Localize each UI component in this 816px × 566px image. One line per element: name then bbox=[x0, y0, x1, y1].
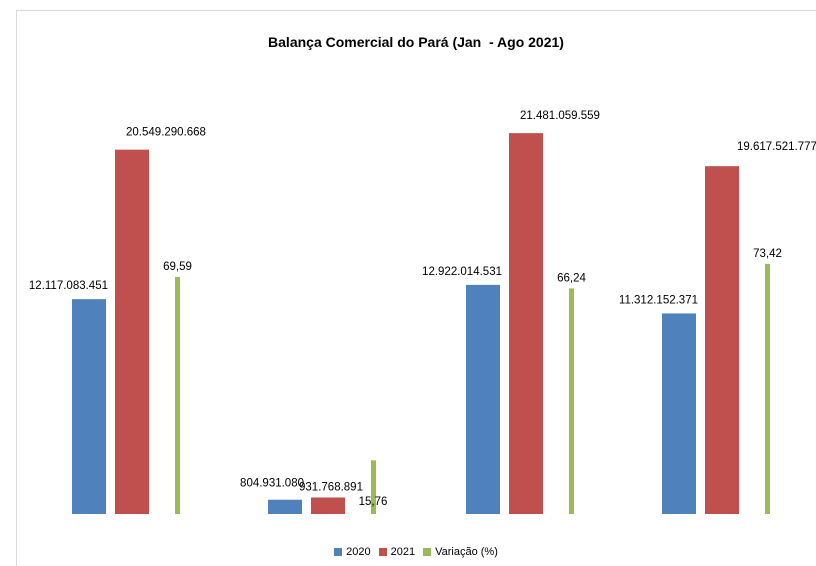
data-label-variacao-1: 69,59 bbox=[163, 261, 192, 273]
bar-2020-2 bbox=[268, 499, 302, 514]
legend-label-2021: 2021 bbox=[390, 546, 416, 558]
data-label-2021-3: 21.481.059.559 bbox=[520, 110, 600, 122]
legend-swatch-variacao bbox=[423, 548, 432, 556]
legend-item-2021: 2021 bbox=[378, 546, 416, 558]
data-label-2020-3: 12.922.014.531 bbox=[422, 266, 502, 278]
legend-item-variacao: Variação (%) bbox=[423, 546, 498, 558]
legend-swatch-2020 bbox=[334, 548, 343, 556]
bar-2021-2 bbox=[311, 497, 345, 514]
bar-variacao-2 bbox=[371, 460, 376, 514]
data-label-variacao-4: 73,42 bbox=[753, 248, 782, 260]
legend-label-variacao: Variação (%) bbox=[435, 546, 498, 558]
data-label-variacao-3: 66,24 bbox=[557, 272, 586, 284]
bar-2021-1 bbox=[115, 149, 149, 514]
bar-2020-1 bbox=[72, 299, 106, 514]
legend-label-2020: 2020 bbox=[346, 546, 371, 558]
data-label-2021-1: 20.549.290.668 bbox=[126, 127, 206, 139]
chart-legend: 2020 2021 Variação (%) bbox=[16, 546, 816, 558]
bar-2020-4 bbox=[662, 313, 696, 514]
legend-item-2020: 2020 bbox=[334, 546, 371, 558]
bar-variacao-4 bbox=[765, 263, 770, 514]
data-label-2020-2: 804.931.080 bbox=[240, 478, 304, 490]
data-label-variacao-2: 15,76 bbox=[359, 496, 388, 508]
data-label-2020-4: 11.312.152.371 bbox=[619, 294, 698, 306]
bar-variacao-1 bbox=[175, 276, 180, 514]
legend-swatch-2021 bbox=[378, 548, 387, 556]
bar-2020-3 bbox=[466, 284, 500, 514]
bar-2021-4 bbox=[705, 166, 739, 514]
bar-2021-3 bbox=[509, 133, 543, 514]
bar-variacao-3 bbox=[569, 288, 574, 514]
data-label-2020-1: 12.117.083.451 bbox=[29, 280, 108, 292]
chart-title: Balança Comercial do Pará (Jan - Ago 202… bbox=[268, 34, 564, 50]
data-label-2021-4: 19.617.521.777 bbox=[737, 141, 816, 153]
data-label-2021-2: 931.768.891 bbox=[299, 481, 363, 493]
